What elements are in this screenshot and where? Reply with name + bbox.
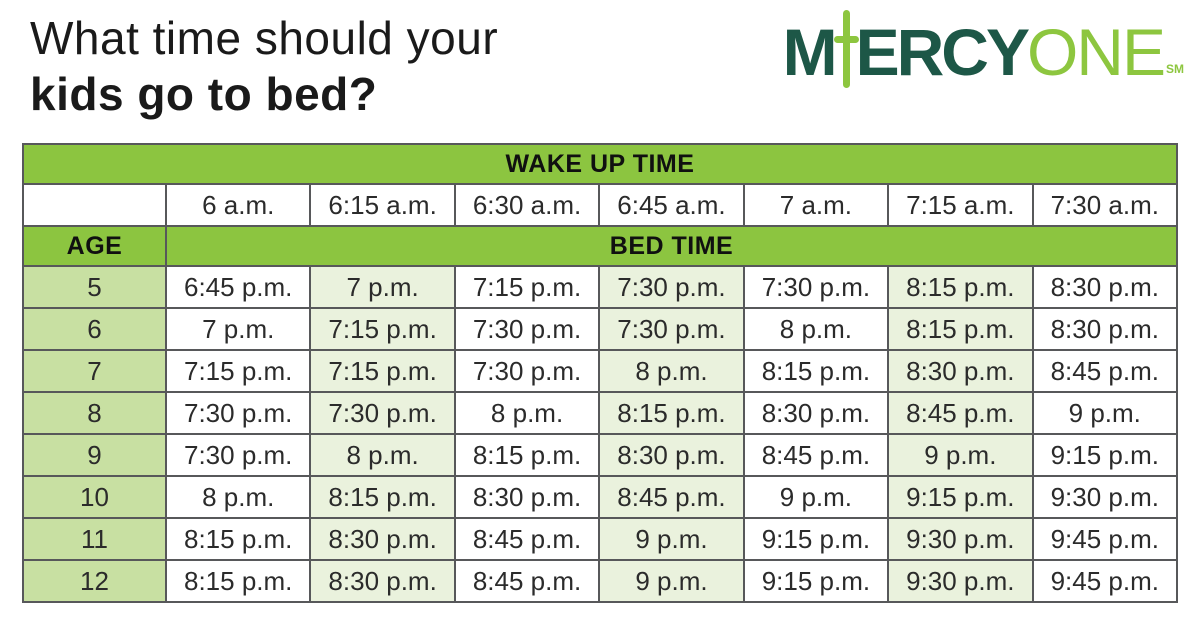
age-cell: 5 <box>22 265 167 309</box>
age-header: AGE <box>22 225 167 267</box>
bedtime-cell: 7:30 p.m. <box>598 265 745 309</box>
age-bedtime-header-row: AGE BED TIME <box>22 225 1178 267</box>
bedtime-cell: 8:45 p.m. <box>453 517 601 561</box>
bedtime-cell: 7:30 p.m. <box>309 391 456 435</box>
logo-servicemark: SM <box>1166 62 1184 76</box>
bedtime-cell: 8:15 p.m. <box>887 307 1034 351</box>
bedtime-cell: 9:15 p.m. <box>742 517 890 561</box>
logo-text-m: M <box>782 15 838 89</box>
empty-corner-cell <box>22 183 167 227</box>
age-cell: 12 <box>22 559 167 603</box>
wake-time-cell: 6 a.m. <box>164 183 312 227</box>
wake-time-cell: 7:30 a.m. <box>1031 183 1179 227</box>
bedtime-cell: 7:30 p.m. <box>598 307 745 351</box>
page-title: What time should your kids go to bed? <box>30 10 498 121</box>
bedtime-cell: 9:45 p.m. <box>1031 559 1179 603</box>
bedtime-cell: 7:15 p.m. <box>309 307 456 351</box>
logo-text-ercy: ERCY <box>855 15 1030 89</box>
bedtime-cell: 8:15 p.m. <box>164 559 312 603</box>
bedtime-cell: 9 p.m. <box>598 517 745 561</box>
age-row: 10 8 p.m. 8:15 p.m. 8:30 p.m. 8:45 p.m. 9 p.m… <box>22 475 1179 519</box>
bedtime-cell: 8:45 p.m. <box>742 433 890 477</box>
bedtime-cell: 9 p.m. <box>1031 391 1179 435</box>
bedtime-cell: 8:30 p.m. <box>453 475 601 519</box>
bedtime-cell: 9 p.m. <box>887 433 1034 477</box>
bedtime-cell: 8:45 p.m. <box>1031 349 1179 393</box>
bedtime-cell: 7:30 p.m. <box>164 433 312 477</box>
age-cell: 8 <box>22 391 167 435</box>
age-row: 7 7:15 p.m. 7:15 p.m. 7:30 p.m. 8 p.m. 8:15 p… <box>22 349 1179 393</box>
bedtime-cell: 7:30 p.m. <box>453 307 601 351</box>
age-cell: 10 <box>22 475 167 519</box>
age-cell: 9 <box>22 433 167 477</box>
wake-time-cell: 7 a.m. <box>742 183 890 227</box>
bedtime-cell: 8:15 p.m. <box>742 349 890 393</box>
bedtime-table: WAKE UP TIME 6 a.m. 6:15 a.m. 6:30 a.m. 6:4… <box>22 143 1179 603</box>
bedtime-cell: 8 p.m. <box>309 433 456 477</box>
logo-text-one: ONE <box>1026 15 1166 89</box>
age-row: 8 7:30 p.m. 7:30 p.m. 8 p.m. 8:15 p.m. 8:30 p… <box>22 391 1179 435</box>
mercyone-logo: M ERCY ONE SM <box>782 10 1184 89</box>
bedtime-cell: 9:15 p.m. <box>1031 433 1179 477</box>
bedtime-cell: 8:45 p.m. <box>453 559 601 603</box>
bedtime-cell: 8:30 p.m. <box>309 559 456 603</box>
bedtime-cell: 8:45 p.m. <box>887 391 1034 435</box>
bedtime-cell: 9:30 p.m. <box>887 517 1034 561</box>
cross-icon <box>833 10 859 88</box>
wake-time-cell: 6:15 a.m. <box>309 183 456 227</box>
bedtime-cell: 8:30 p.m. <box>1031 265 1179 309</box>
bedtime-cell: 8:15 p.m. <box>309 475 456 519</box>
bedtime-cell: 8 p.m. <box>598 349 745 393</box>
bedtime-cell: 8:15 p.m. <box>453 433 601 477</box>
wake-time-cell: 7:15 a.m. <box>887 183 1034 227</box>
bedtime-cell: 8:30 p.m. <box>598 433 745 477</box>
age-cell: 7 <box>22 349 167 393</box>
bedtime-cell: 8:30 p.m. <box>309 517 456 561</box>
bedtime-cell: 8:15 p.m. <box>164 517 312 561</box>
bedtime-cell: 6:45 p.m. <box>164 265 312 309</box>
bedtime-cell: 7:30 p.m. <box>453 349 601 393</box>
bedtime-cell: 7:30 p.m. <box>164 391 312 435</box>
age-cell: 11 <box>22 517 167 561</box>
bedtime-cell: 9:45 p.m. <box>1031 517 1179 561</box>
age-row: 12 8:15 p.m. 8:30 p.m. 8:45 p.m. 9 p.m. 9:15 … <box>22 559 1179 603</box>
age-row: 11 8:15 p.m. 8:30 p.m. 8:45 p.m. 9 p.m. 9:15 … <box>22 517 1179 561</box>
bedtime-cell: 9:30 p.m. <box>1031 475 1179 519</box>
bedtime-cell: 7:15 p.m. <box>309 349 456 393</box>
title-line1: What time should your <box>30 12 499 64</box>
bedtime-cell: 8:30 p.m. <box>887 349 1034 393</box>
age-row: 5 6:45 p.m. 7 p.m. 7:15 p.m. 7:30 p.m. 7:30 p… <box>22 265 1179 309</box>
bedtime-table-body: 5 6:45 p.m. 7 p.m. 7:15 p.m. 7:30 p.m. 7:30 p… <box>22 265 1179 603</box>
bedtime-cell: 7:15 p.m. <box>453 265 601 309</box>
bedtime-cell: 9:15 p.m. <box>742 559 890 603</box>
bedtime-cell: 8:30 p.m. <box>742 391 890 435</box>
bedtime-cell: 7:15 p.m. <box>164 349 312 393</box>
bedtime-cell: 8:30 p.m. <box>1031 307 1179 351</box>
wake-time-cell: 6:45 a.m. <box>598 183 745 227</box>
bedtime-cell: 9 p.m. <box>598 559 745 603</box>
bedtime-cell: 7 p.m. <box>309 265 456 309</box>
bedtime-cell: 8:15 p.m. <box>887 265 1034 309</box>
bedtime-cell: 7:30 p.m. <box>742 265 890 309</box>
wake-time-cell: 6:30 a.m. <box>453 183 601 227</box>
bedtime-cell: 8:45 p.m. <box>598 475 745 519</box>
bedtime-cell: 8 p.m. <box>453 391 601 435</box>
age-row: 9 7:30 p.m. 8 p.m. 8:15 p.m. 8:30 p.m. 8:45 p… <box>22 433 1179 477</box>
wake-times-row: 6 a.m. 6:15 a.m. 6:30 a.m. 6:45 a.m. 7 a.m. 7… <box>22 183 1179 227</box>
wake-up-header-row: WAKE UP TIME <box>22 143 1178 185</box>
wake-up-time-header: WAKE UP TIME <box>22 143 1178 185</box>
bedtime-cell: 8 p.m. <box>742 307 890 351</box>
bedtime-cell: 8 p.m. <box>164 475 312 519</box>
bedtime-cell: 9 p.m. <box>742 475 890 519</box>
title-line2: kids go to bed? <box>30 68 378 120</box>
bedtime-cell: 7 p.m. <box>164 307 312 351</box>
bedtime-cell: 9:15 p.m. <box>887 475 1034 519</box>
bedtime-cell: 9:30 p.m. <box>887 559 1034 603</box>
bedtime-cell: 8:15 p.m. <box>598 391 745 435</box>
age-cell: 6 <box>22 307 167 351</box>
bed-time-header: BED TIME <box>165 225 1178 267</box>
